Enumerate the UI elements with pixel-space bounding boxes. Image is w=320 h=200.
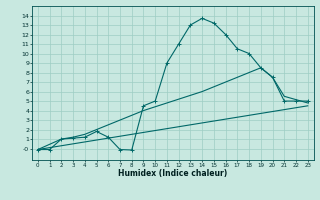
X-axis label: Humidex (Indice chaleur): Humidex (Indice chaleur) <box>118 169 228 178</box>
